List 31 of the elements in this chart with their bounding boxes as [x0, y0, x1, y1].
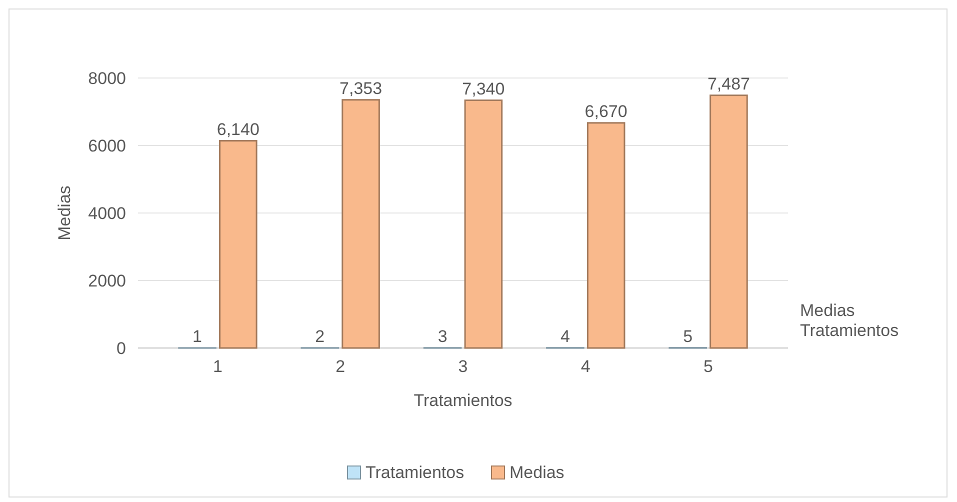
bar [586, 122, 626, 349]
x-axis-title: Tratamientos [414, 391, 512, 410]
data-label: 2 [336, 357, 346, 376]
x-tick-label: 2 [315, 326, 325, 346]
data-label: 5 [704, 357, 714, 376]
data-label: 7,353 [340, 78, 382, 98]
y-tick-label: 6000 [88, 136, 126, 156]
legend-label: Medias [510, 463, 564, 482]
bar [710, 94, 748, 349]
data-label: 1 [212, 357, 222, 376]
bar [464, 100, 503, 349]
x-tick-label: 1 [192, 326, 202, 346]
bar [219, 140, 258, 349]
y-tick-label: 0 [116, 338, 126, 358]
y-tick-label: 4000 [88, 204, 126, 223]
x-tick-label: 5 [683, 326, 693, 346]
data-label: 6,140 [216, 120, 260, 139]
y-tick-label: 2000 [88, 271, 126, 290]
data-label: 7,340 [462, 79, 505, 98]
x-tick-label: 4 [560, 326, 570, 346]
x-tick-label: 3 [438, 326, 448, 346]
text: Tratamientos [800, 321, 899, 340]
text: Medias [800, 301, 855, 320]
data-label: 7,487 [707, 74, 750, 94]
y-axis-title: Medias [55, 186, 74, 240]
bar [342, 99, 380, 349]
data-label: 6,670 [584, 102, 628, 121]
y-tick-label: 8000 [88, 68, 126, 88]
data-label: 4 [580, 357, 590, 376]
data-label: 3 [458, 357, 468, 376]
legend-label: Tratamientos [366, 463, 464, 482]
